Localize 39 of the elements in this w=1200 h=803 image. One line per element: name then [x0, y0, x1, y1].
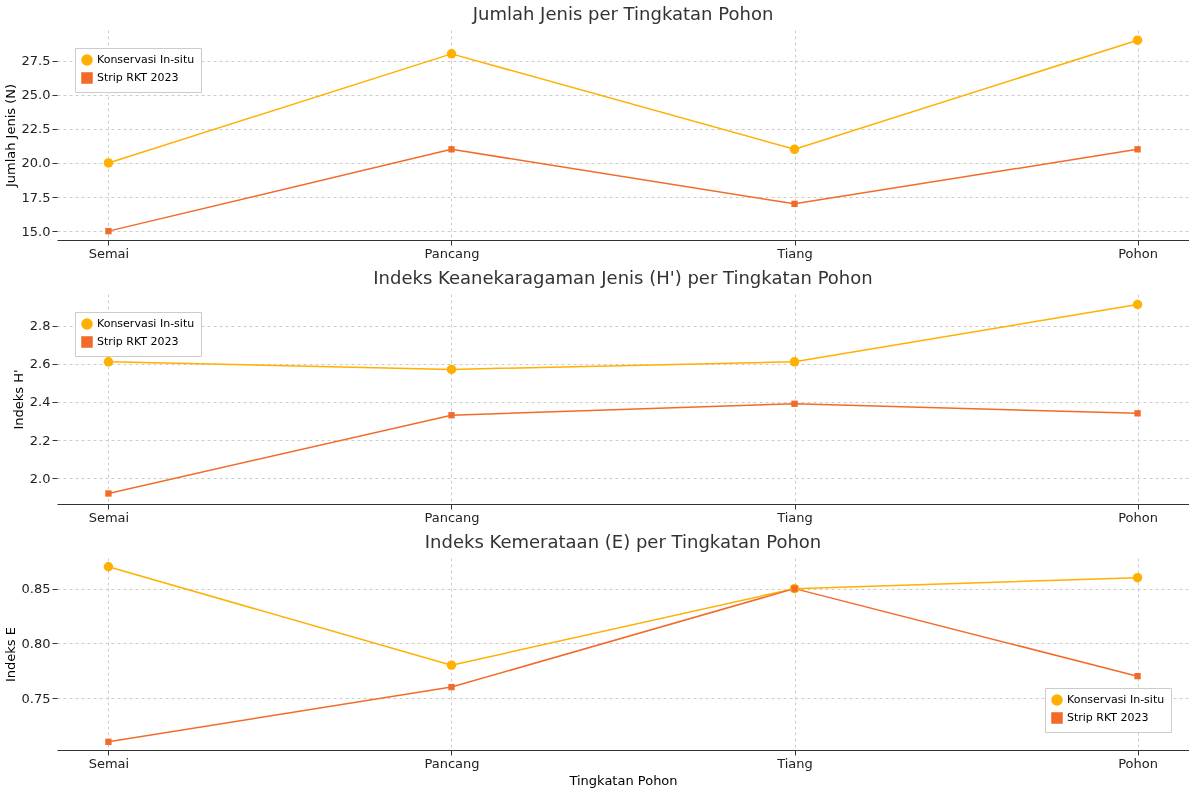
y-tick-label: 17.5: [21, 189, 51, 205]
x-tick-label: Tiang: [776, 755, 813, 771]
x-tick-label: Pancang: [424, 245, 480, 261]
x-axis-title: Tingkatan Pohon: [568, 772, 678, 788]
y-tick-label: 2.6: [29, 356, 51, 372]
y-tick-label: 27.5: [21, 53, 51, 69]
y-axis-title: Indeks E: [2, 627, 18, 682]
y-axis-title: Indeks H': [10, 369, 26, 430]
legend-label: Strip RKT 2023: [97, 335, 179, 348]
legend-label: Strip RKT 2023: [97, 71, 179, 84]
y-tick-label: 0.85: [21, 581, 51, 597]
y-tick-label: 15.0: [21, 223, 51, 239]
chart-title: Indeks Keanekaragaman Jenis (H') per Tingkatan Pohon: [373, 267, 873, 288]
chart-title: Jumlah Jenis per Tingkatan Pohon: [471, 3, 774, 24]
chart-title: Indeks Kemerataan (E) per Tingkatan Pohon: [424, 531, 822, 552]
x-tick-label: Pancang: [424, 755, 480, 771]
y-tick-label: 2.2: [29, 432, 51, 448]
x-tick-label: Semai: [88, 755, 130, 771]
x-tick-label: Pohon: [1118, 755, 1158, 771]
y-tick-label: 2.0: [29, 470, 51, 486]
x-tick-label: Semai: [88, 245, 130, 261]
x-tick-label: Pancang: [424, 509, 480, 525]
y-tick-label: 0.75: [21, 690, 51, 706]
legend-label: Strip RKT 2023: [1067, 711, 1149, 724]
x-tick-label: Tiang: [776, 509, 813, 525]
y-tick-label: 25.0: [21, 87, 51, 103]
y-axis-title: Jumlah Jenis (N): [2, 83, 18, 189]
y-tick-label: 0.80: [21, 635, 51, 651]
legend-label: Konservasi In-situ: [97, 53, 195, 66]
y-tick-label: 2.4: [29, 394, 51, 410]
x-tick-label: Tiang: [776, 245, 813, 261]
y-tick-label: 2.8: [29, 318, 51, 333]
y-tick-label: 22.5: [21, 121, 51, 137]
legend-label: Konservasi In-situ: [97, 317, 195, 330]
legend-label: Konservasi In-situ: [1067, 693, 1165, 706]
x-tick-label: Semai: [88, 509, 130, 525]
x-tick-label: Pohon: [1118, 245, 1158, 261]
y-tick-label: 20.0: [21, 155, 51, 171]
x-tick-label: Pohon: [1118, 509, 1158, 525]
